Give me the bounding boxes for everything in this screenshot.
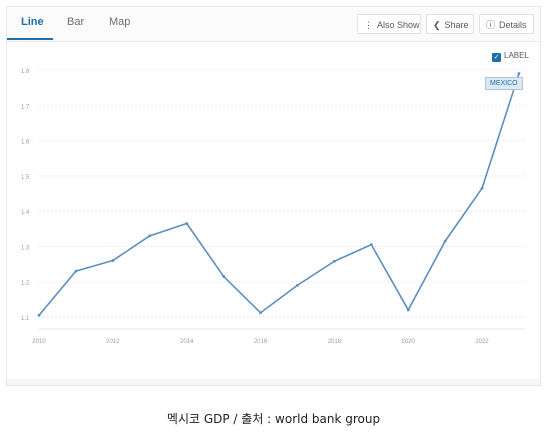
chart-panel: Line Bar Map ⋮ Also Show ❮ Share ⓘ Details …: [6, 6, 541, 386]
data-point: [259, 311, 262, 315]
data-point: [332, 259, 336, 263]
info-icon: ⓘ: [486, 20, 496, 30]
x-tick-label: 2010: [32, 339, 46, 345]
y-tick-label: 1.3: [21, 245, 30, 251]
series-end-label: MEXICO: [485, 77, 523, 90]
also-show-button[interactable]: ⋮ Also Show: [357, 14, 421, 34]
y-tick-label: 1.2: [21, 281, 30, 287]
data-point: [443, 239, 447, 243]
details-button[interactable]: ⓘ Details: [479, 14, 534, 34]
tab-line[interactable]: Line: [21, 16, 44, 28]
details-label: Details: [499, 20, 527, 30]
tab-bar[interactable]: Bar: [67, 16, 85, 28]
kebab-icon: ⋮: [364, 20, 373, 30]
x-tick-label: 2016: [254, 339, 268, 345]
share-button[interactable]: ❮ Share: [426, 14, 474, 34]
line-chart: 1.1 1.2 1.3 1.4 1.5 1.6 1.7 1.8 2010 2012 2014 2016…: [21, 69, 525, 345]
x-tick-label: 2022: [475, 339, 489, 345]
label-toggle-text: LABEL: [504, 51, 529, 60]
data-point: [111, 259, 115, 262]
y-tick-label: 1.7: [21, 104, 30, 110]
data-point: [37, 313, 41, 317]
chart-tabs: Line Bar Map ⋮ Also Show ❮ Share ⓘ Details: [7, 7, 540, 42]
data-point: [222, 275, 226, 278]
x-tick-label: 2020: [402, 339, 416, 345]
tab-map[interactable]: Map: [109, 16, 131, 28]
data-point: [74, 269, 78, 273]
data-point: [517, 72, 521, 75]
y-tick-label: 1.5: [21, 175, 30, 181]
y-tick-label: 1.8: [21, 69, 30, 75]
figure-caption: 멕시코 GDP / 출처 : world bank group: [166, 412, 381, 426]
data-point: [148, 234, 152, 238]
data-point: [185, 222, 189, 225]
data-point: [480, 186, 484, 190]
share-icon: ❮: [433, 20, 441, 30]
panel-footer: [7, 379, 540, 385]
x-tick-label: 2018: [328, 339, 342, 345]
data-point: [296, 283, 299, 287]
y-tick-label: 1.4: [21, 210, 30, 216]
y-tick-label: 1.6: [21, 140, 30, 146]
also-show-label: Also Show: [377, 20, 420, 30]
data-point: [406, 308, 410, 312]
y-tick-label: 1.1: [21, 316, 30, 322]
label-toggle[interactable]: ✓ LABEL: [492, 51, 529, 62]
x-tick-label: 2012: [106, 339, 120, 345]
active-tab-indicator: [7, 38, 53, 40]
share-label: Share: [444, 20, 469, 30]
x-tick-label: 2014: [180, 339, 194, 345]
data-point: [369, 243, 373, 247]
series-line-mexico: [38, 73, 520, 316]
checkbox-checked-icon[interactable]: ✓: [492, 53, 501, 62]
